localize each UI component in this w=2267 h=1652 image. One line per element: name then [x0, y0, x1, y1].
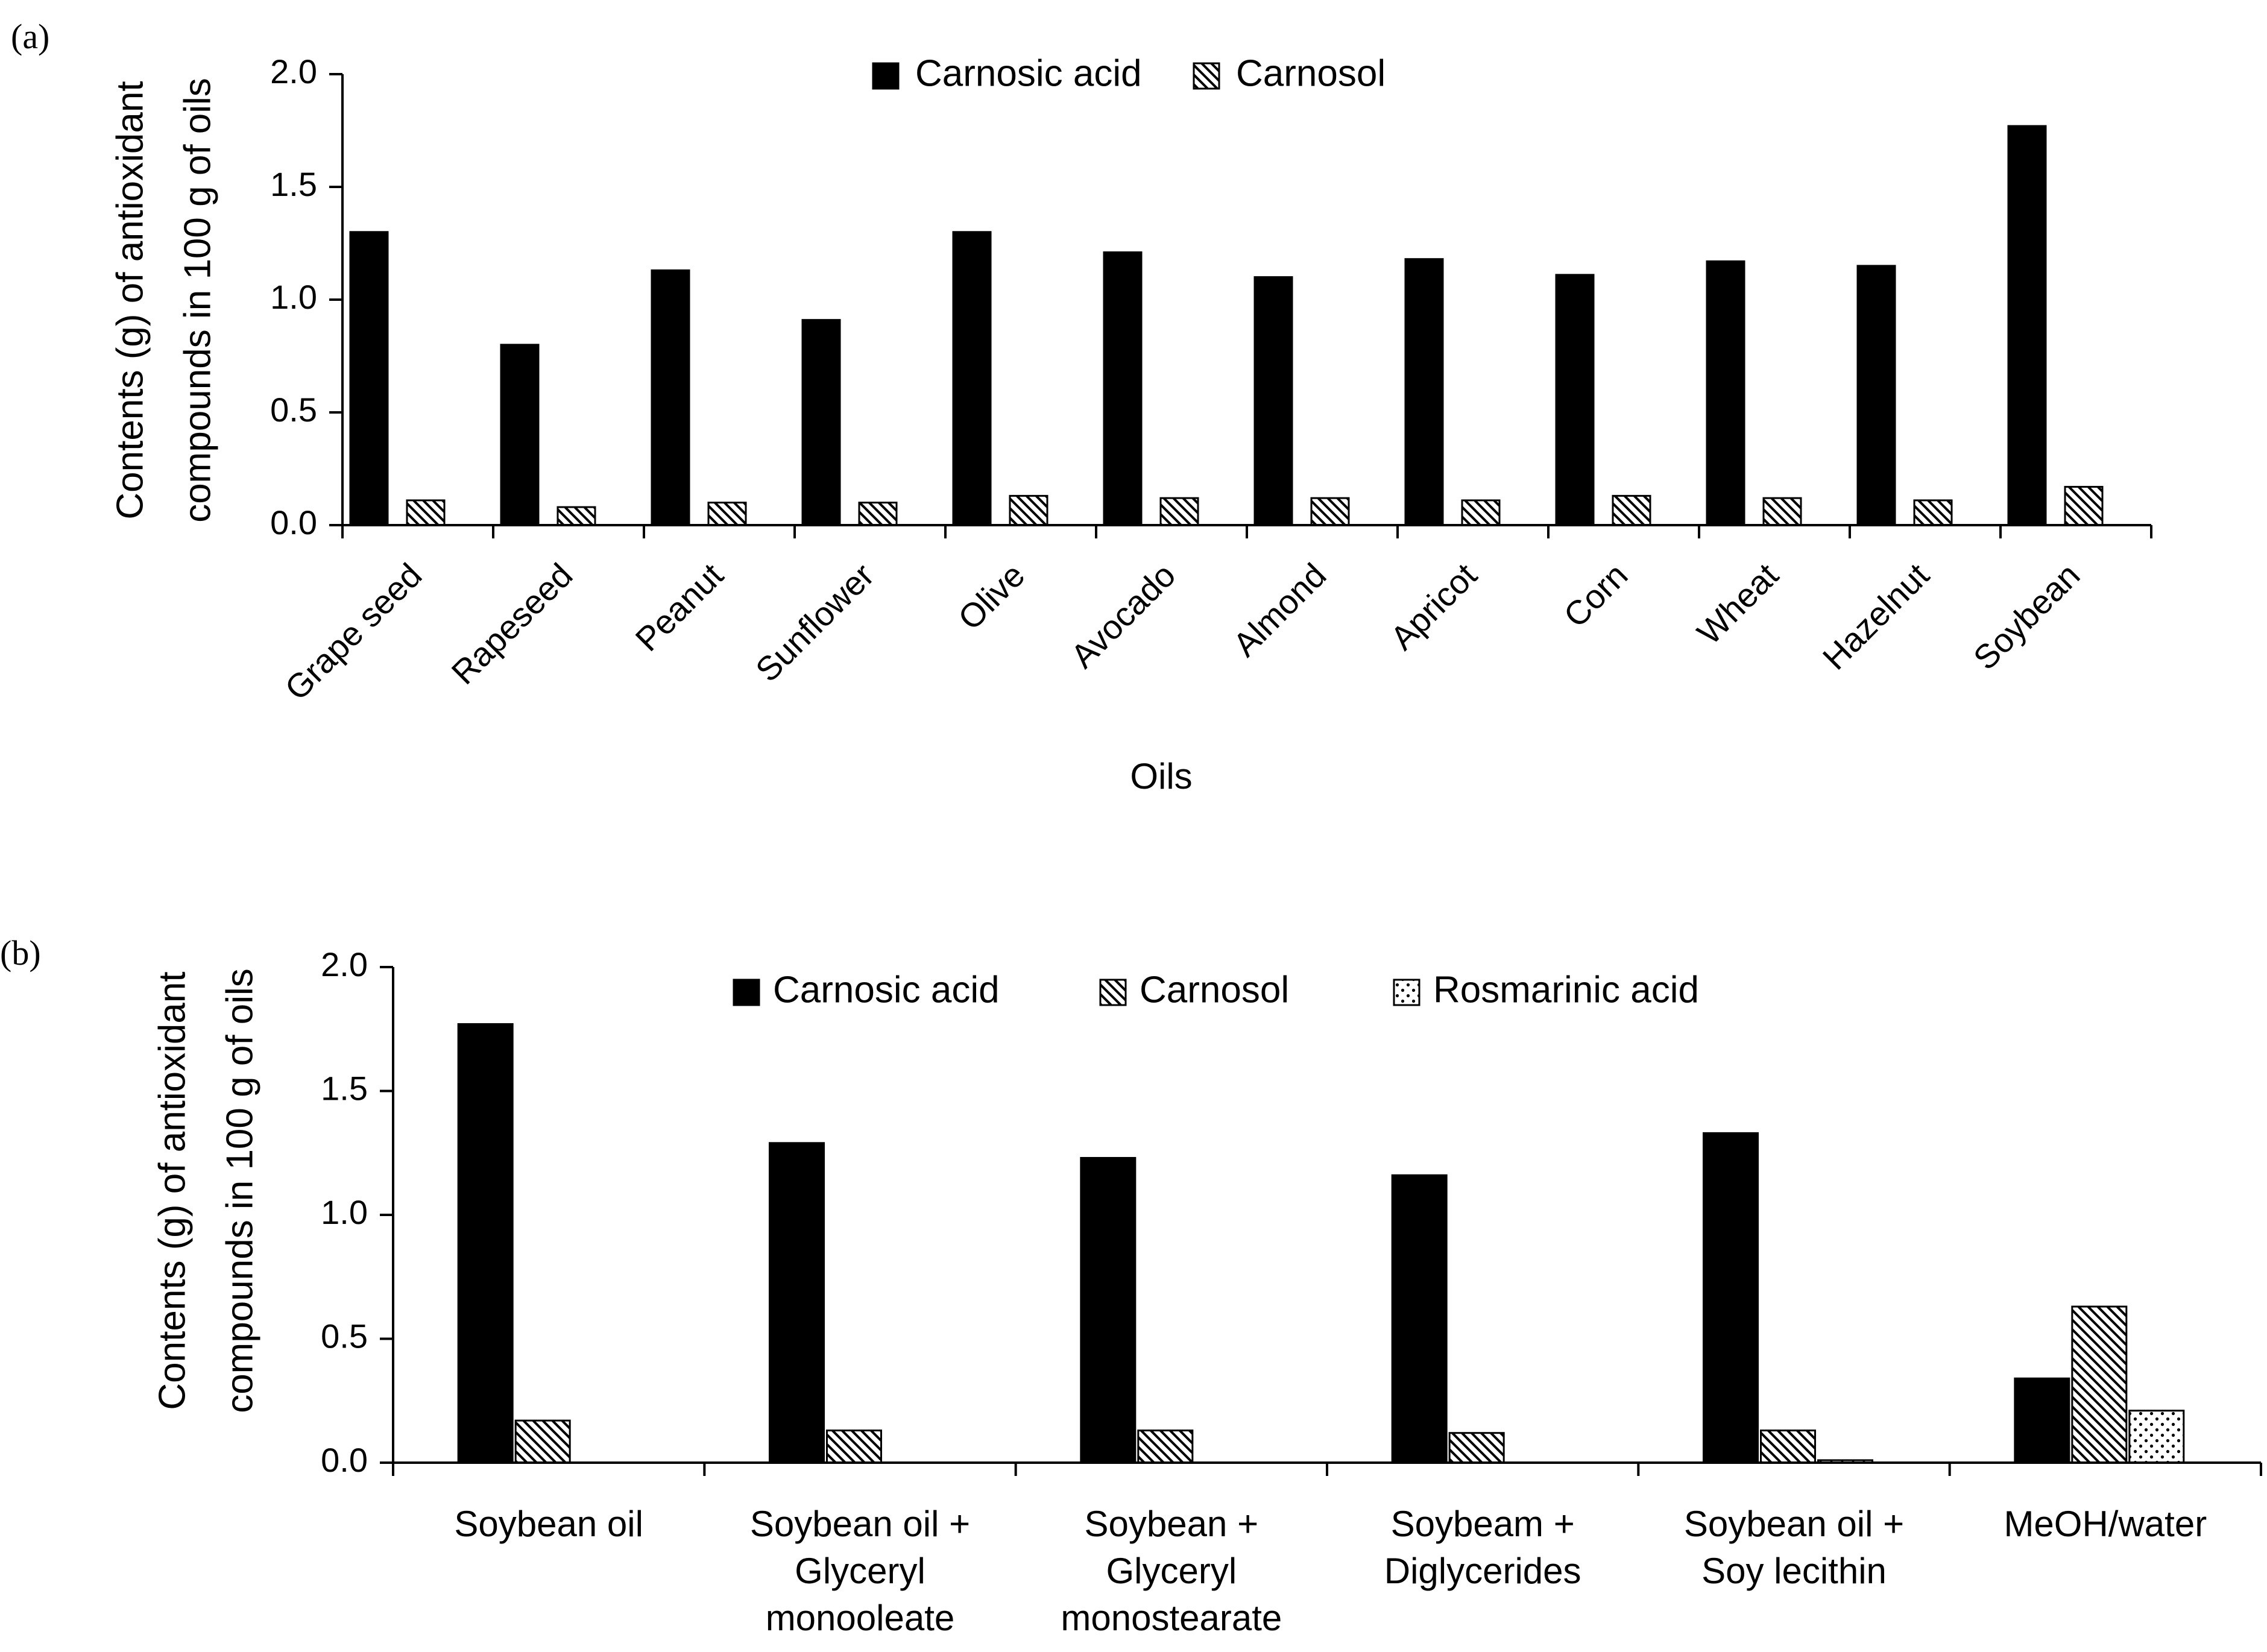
x-tick-label: Apricot: [1383, 556, 1484, 657]
y-axis-title: Contents (g) of antioxidant: [151, 971, 193, 1410]
x-tick-label-line: monooleate: [766, 1598, 955, 1638]
legend-swatch-carnosic-acid: [872, 62, 900, 90]
panel-label: (a): [11, 17, 49, 56]
y-tick-label: 1.0: [270, 278, 317, 316]
y-tick-label: 1.0: [321, 1193, 368, 1231]
bar-carnosol: [406, 499, 446, 526]
x-tick-label: Rapeseed: [444, 556, 579, 692]
bar-carnosic-acid: [801, 319, 841, 526]
bar-carnosol: [1137, 1430, 1194, 1464]
y-tick-label: 0.5: [321, 1317, 368, 1355]
bar-carnosol: [858, 502, 898, 526]
x-tick-label-line: monostearate: [1061, 1598, 1282, 1638]
x-tick-label-line: Glyceryl: [1106, 1551, 1237, 1591]
legend-swatch-carnosol: [1099, 979, 1127, 1006]
x-tick-label: Avocado: [1064, 556, 1183, 675]
x-tick-label: Grape seed: [277, 556, 429, 707]
bar-carnosol: [1310, 497, 1350, 526]
y-axis-title: compounds in 100 g of oils: [219, 968, 260, 1413]
x-tick-label-line: Glyceryl: [795, 1551, 925, 1591]
x-tick-label: Sunflower: [748, 556, 881, 689]
x-tick-label-line: Soybeam +: [1391, 1504, 1575, 1544]
bar-carnosol: [514, 1419, 571, 1464]
x-tick-label: Wheat: [1689, 556, 1785, 652]
y-tick-label: 0.0: [321, 1441, 368, 1479]
x-tick-label: Almond: [1226, 556, 1334, 664]
bar-carnosic-acid: [1404, 258, 1444, 526]
x-tick-label: Soybean oil + Glyceryl monooleate: [750, 1504, 970, 1638]
bar-carnosic-acid: [457, 1023, 514, 1464]
x-tick-label: Soybean oil + Soy lecithin: [1684, 1504, 1904, 1591]
y-tick-label: 2.0: [270, 52, 317, 90]
x-tick-label-line: MeOH/water: [2004, 1504, 2207, 1544]
bar-carnosol: [707, 502, 747, 526]
bar-carnosic-acid: [1253, 276, 1293, 526]
legend-label: Carnosic acid: [915, 52, 1142, 94]
bar-carnosic-acid: [2007, 125, 2047, 526]
bar-carnosol: [1762, 497, 1802, 526]
bar-carnosol: [2071, 1305, 2128, 1464]
bar-carnosic-acid: [1103, 251, 1143, 526]
y-axis-title: compounds in 100 g of oils: [177, 78, 218, 523]
bar-carnosic-acid: [2014, 1377, 2070, 1464]
bar-carnosic-acid: [1856, 265, 1896, 526]
bar-carnosol: [1448, 1432, 1505, 1464]
y-tick-label: 1.5: [321, 1069, 368, 1107]
x-tick-label: Soybean + Glyceryl monostearate: [1061, 1504, 1282, 1638]
x-tick-label: Peanut: [628, 556, 730, 658]
bar-carnosol: [1461, 499, 1501, 526]
legend-label: Carnosol: [1140, 969, 1289, 1010]
y-tick-label: 0.5: [270, 391, 317, 429]
legend-swatch-rosmarinic-acid: [1393, 979, 1420, 1006]
x-tick-label: Olive: [951, 556, 1032, 637]
bar-carnosol: [2064, 485, 2104, 526]
bar-carnosic-acid: [1706, 260, 1745, 526]
panel-label: (b): [0, 933, 41, 973]
bar-carnosic-acid: [1080, 1156, 1137, 1464]
x-tick-label-line: Soybean oil +: [750, 1504, 970, 1544]
legend-label: Carnosic acid: [773, 969, 1000, 1010]
bar-carnosol: [557, 506, 596, 526]
bar-carnosol: [1009, 494, 1048, 526]
x-tick-label-line: Soybean +: [1085, 1504, 1259, 1544]
bar-carnosic-acid: [952, 231, 992, 526]
chart-a: (a) Contents (g) of antioxidant compounds …: [11, 17, 2152, 796]
x-tick-label: Soybean oil: [454, 1504, 643, 1544]
x-tick-label: Hazelnut: [1815, 556, 1937, 677]
legend-swatch-carnosol: [1193, 62, 1220, 90]
y-axis-title: Contents (g) of antioxidant: [109, 81, 151, 519]
x-tick-label-line: Soy lecithin: [1701, 1551, 1887, 1591]
x-tick-label-line: Soybean oil: [454, 1504, 643, 1544]
legend-swatch-carnosic-acid: [733, 979, 760, 1006]
bar-carnosic-acid: [651, 269, 690, 526]
bar-carnosic-acid: [1555, 274, 1595, 526]
x-tick-label: Soybean: [1966, 556, 2087, 677]
bar-carnosol: [1612, 494, 1651, 526]
bar-carnosic-acid: [1391, 1174, 1448, 1464]
legend-label: Carnosol: [1236, 52, 1386, 94]
bar-carnosol: [1760, 1430, 1816, 1464]
x-axis-title: Oils: [1130, 756, 1192, 796]
y-tick-label: 2.0: [321, 945, 368, 983]
x-tick-label-line: Soybean oil +: [1684, 1504, 1904, 1544]
y-tick-label: 1.5: [270, 165, 317, 203]
bar-carnosol: [826, 1430, 882, 1464]
bar-rosmarinic-acid: [2128, 1410, 2185, 1464]
bar-carnosic-acid: [349, 231, 389, 526]
chart-b: (b) Contents (g) of antioxidant compounds …: [0, 933, 2262, 1638]
bar-carnosol: [1913, 499, 1953, 526]
bar-carnosic-acid: [1703, 1132, 1759, 1464]
bar-carnosic-acid: [769, 1142, 825, 1464]
x-tick-label: MeOH/water: [2004, 1504, 2207, 1544]
bar-carnosic-acid: [500, 344, 540, 526]
x-tick-label: Corn: [1556, 556, 1635, 634]
legend-label: Rosmarinic acid: [1433, 969, 1699, 1010]
y-tick-label: 0.0: [270, 503, 317, 541]
x-tick-label: Soybeam + Diglycerides: [1384, 1504, 1581, 1591]
x-tick-label-line: Diglycerides: [1384, 1551, 1581, 1591]
bar-carnosol: [1159, 497, 1199, 526]
